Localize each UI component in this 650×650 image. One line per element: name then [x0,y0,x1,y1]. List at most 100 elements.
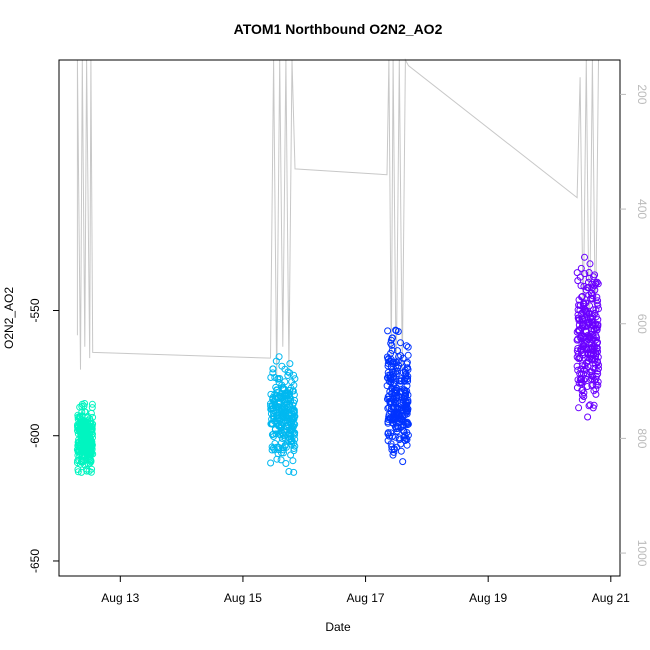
data-point [289,416,297,424]
data-point [589,319,597,327]
y2-tick-label: 400 [635,199,649,219]
data-point [579,360,586,368]
data-point [577,282,585,290]
data-point [289,428,297,436]
data-point [581,314,589,322]
data-point [403,408,411,416]
data-point [401,395,409,402]
data-point [394,328,402,335]
data-point [269,369,277,377]
data-point [275,394,283,401]
data-point [279,444,287,452]
data-point [402,370,410,378]
data-point [403,382,411,390]
data-point [576,301,584,309]
data-point [387,440,395,448]
data-point [276,430,284,438]
data-point [590,326,598,334]
data-point [281,365,289,373]
data-point [83,467,91,475]
data-point [586,313,594,321]
y-axis: -550 -600 -650 [28,298,59,573]
data-point [404,405,412,413]
data-point [399,426,407,434]
data-point [285,429,293,437]
secondary-series-line [76,58,599,382]
data-point [397,447,405,455]
x-tick-label: Aug 15 [224,591,262,605]
data-point [74,457,82,465]
data-point [269,365,277,373]
data-point [579,386,587,393]
data-point [391,423,399,431]
data-point [385,411,393,418]
data-point [272,357,280,365]
data-point [576,354,584,362]
data-point [288,438,296,446]
data-point [581,253,588,261]
data-point [584,350,592,358]
data-point [591,309,599,317]
data-point [290,429,298,437]
data-point [593,344,601,352]
data-point [268,443,276,451]
data-point [586,368,594,376]
data-point [402,374,410,382]
data-point [594,381,602,389]
data-point [577,264,585,272]
data-point [402,391,410,399]
data-point [404,421,412,429]
data-point [576,370,584,378]
scatter-points [73,253,602,476]
data-point [270,433,277,440]
y-tick-label: -650 [28,549,42,573]
data-point [288,440,296,448]
data-point [267,374,275,381]
data-point [390,403,398,411]
y-tick-label: -550 [28,298,42,322]
data-point [580,389,588,397]
data-point [284,389,292,397]
data-point [594,280,602,288]
data-point [277,422,285,430]
x-axis: Aug 13 Aug 15 Aug 17 Aug 19 Aug 21 [101,576,630,605]
data-point [267,459,275,467]
data-point [87,444,95,452]
data-point [581,270,589,278]
data-point [396,388,404,396]
data-point [276,421,284,429]
data-point [402,419,410,427]
data-point [404,343,412,351]
y2-tick-label: 1000 [635,540,649,567]
data-point [594,297,602,305]
data-point [85,455,93,463]
y-tick-label: -600 [28,423,42,447]
data-point [282,460,290,467]
data-point [404,351,412,359]
data-point [587,356,595,364]
data-point [290,391,298,399]
data-point [286,369,294,377]
series-3-points [383,326,412,466]
data-point [282,414,290,422]
data-point [271,425,279,433]
data-point [394,397,401,405]
data-point [584,413,592,421]
y2-tick-label: 200 [635,84,649,104]
data-point [399,354,407,362]
y2-tick-label: 800 [635,428,649,448]
data-point [588,280,596,288]
data-point [594,378,602,386]
data-point [385,432,393,440]
chart-title: ATOM1 Northbound O2N2_AO2 [234,21,443,37]
data-point [77,446,85,454]
x-tick-label: Aug 21 [592,591,630,605]
data-point [392,399,399,407]
data-point [399,458,407,466]
data-point [585,402,593,410]
data-point [386,374,394,382]
data-point [589,334,597,342]
data-point [588,315,596,323]
data-point [87,468,95,476]
data-point [76,427,83,435]
